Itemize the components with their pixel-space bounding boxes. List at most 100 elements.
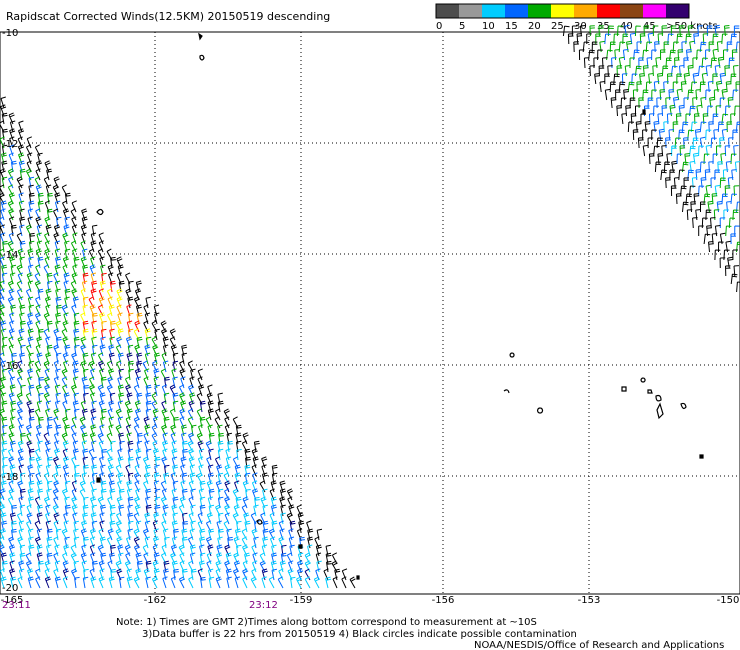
wind-barb — [116, 296, 123, 309]
wind-barb — [225, 456, 232, 469]
wind-barb — [55, 392, 61, 405]
wind-barb — [117, 376, 123, 389]
wind-barb — [683, 137, 689, 149]
wind-barb — [90, 576, 97, 589]
wind-barb — [629, 57, 635, 68]
wind-barb — [35, 248, 42, 261]
wind-barb — [1, 400, 8, 413]
wind-barb — [661, 105, 668, 117]
wind-barb — [62, 400, 68, 413]
wind-barb — [106, 448, 113, 461]
wind-barb — [189, 392, 196, 405]
wind-barb — [70, 552, 77, 565]
wind-barb — [142, 528, 150, 541]
wind-barb — [9, 128, 16, 141]
wind-barb — [38, 376, 45, 389]
island — [503, 389, 510, 394]
wind-barb — [715, 80, 722, 93]
wind-barb — [8, 536, 15, 549]
wind-barb — [82, 248, 88, 261]
wind-barb — [241, 536, 248, 549]
island — [640, 377, 646, 383]
wind-barb — [90, 368, 96, 381]
wind-barb — [97, 352, 104, 365]
wind-barb — [647, 137, 654, 148]
wind-barb — [89, 544, 96, 557]
wind-barb — [241, 504, 248, 517]
wind-barb — [80, 336, 87, 349]
wind-barb — [53, 472, 59, 485]
wind-barb — [9, 384, 16, 397]
wind-barb — [82, 296, 89, 309]
wind-barb — [714, 184, 721, 197]
wind-barb — [125, 416, 131, 429]
wind-barb — [97, 248, 104, 261]
wind-barb — [92, 344, 98, 357]
wind-barb — [43, 392, 50, 405]
wind-barb — [0, 96, 6, 109]
wind-barb — [683, 97, 690, 109]
wind-barb — [252, 456, 259, 469]
wind-barb — [128, 368, 134, 381]
wind-barb — [152, 520, 158, 533]
island — [699, 454, 704, 459]
wind-barb — [697, 65, 705, 77]
wind-barb — [145, 384, 152, 397]
wind-barb — [10, 264, 17, 277]
latitude-labels: -10 -12 -14 -16 -18 -20 — [2, 28, 18, 594]
wind-barb — [106, 536, 113, 549]
wind-barb — [253, 504, 259, 517]
map-title: Rapidscat Corrected Winds(12.5KM) 201505… — [6, 10, 330, 23]
wind-barb — [0, 408, 6, 421]
wind-barb — [699, 161, 706, 173]
wind-barb — [17, 368, 24, 381]
wind-barb — [91, 280, 98, 293]
wind-barb — [668, 129, 675, 141]
wind-barb — [35, 160, 43, 173]
wind-barb — [63, 512, 69, 525]
wind-barb — [0, 512, 7, 525]
wind-barb — [63, 520, 69, 533]
wind-barb — [187, 416, 194, 429]
wind-barb — [81, 544, 87, 557]
wind-barbs — [0, 24, 740, 589]
wind-barb — [17, 536, 24, 549]
note-line-2: 3)Data buffer is 22 hrs from 20150519 4)… — [142, 629, 577, 640]
wind-barb — [17, 272, 23, 285]
wind-barb — [161, 544, 167, 557]
wind-barb — [604, 88, 611, 101]
wind-barb — [225, 448, 231, 461]
wind-barb — [725, 225, 732, 237]
wind-barb — [199, 416, 206, 429]
wind-barb — [286, 512, 293, 525]
wind-barb — [604, 73, 610, 84]
wind-barb — [91, 312, 98, 325]
wind-barb — [7, 448, 14, 461]
wind-barb — [127, 296, 134, 309]
wind-barb — [179, 368, 186, 381]
wind-barb — [9, 464, 16, 477]
wind-barb — [233, 552, 240, 565]
wind-barb — [17, 576, 23, 589]
wind-barb — [37, 464, 43, 477]
wind-barb — [17, 416, 23, 429]
wind-barb — [37, 256, 44, 269]
wind-barb — [179, 416, 185, 429]
wind-barb — [692, 152, 699, 165]
wind-barb — [618, 41, 626, 53]
wind-barb — [98, 240, 104, 253]
wind-barb — [9, 440, 16, 453]
wind-barb — [107, 312, 113, 325]
wind-barb — [143, 320, 149, 333]
wind-barb — [125, 464, 131, 477]
wind-barb — [70, 424, 77, 437]
wind-barb — [99, 368, 105, 381]
wind-barb — [36, 400, 43, 413]
wind-barb — [26, 432, 32, 445]
wind-barb — [154, 456, 161, 469]
wind-barb — [625, 105, 631, 117]
wind-barb — [64, 424, 71, 437]
wind-barb — [8, 488, 15, 501]
wind-barb — [44, 576, 51, 589]
wind-barb — [62, 576, 68, 589]
